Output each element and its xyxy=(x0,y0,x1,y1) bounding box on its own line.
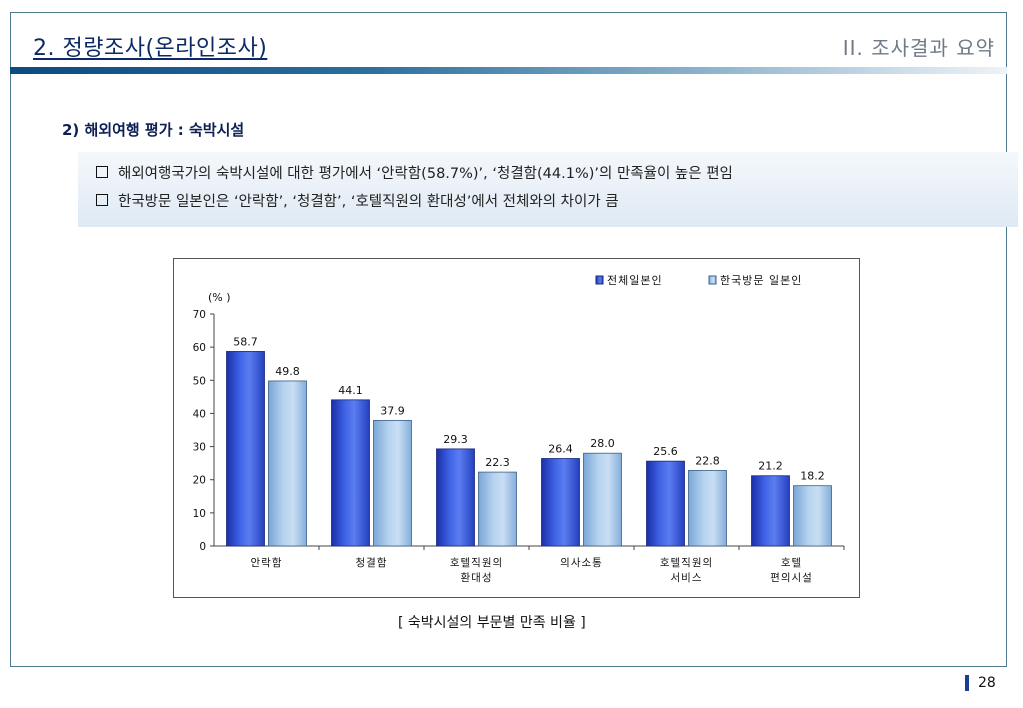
legend-swatch-series2 xyxy=(708,275,717,285)
x-tick-label: 호텔직원의 xyxy=(450,557,503,569)
x-tick-label: 서비스 xyxy=(671,572,703,584)
y-tick-label: 20 xyxy=(193,475,206,487)
x-tick-label: 청결함 xyxy=(356,557,388,569)
subheading: 2) 해외여행 평가 : 숙박시설 xyxy=(62,121,245,139)
y-tick-label: 40 xyxy=(193,408,206,420)
bar-series1 xyxy=(436,448,475,547)
x-tick-label: 편의시설 xyxy=(770,571,813,584)
y-tick-label: 30 xyxy=(193,442,206,454)
data-label: 28.0 xyxy=(590,437,615,450)
x-tick-label: 호텔직원의 xyxy=(660,557,713,569)
y-tick-label: 50 xyxy=(193,375,206,387)
data-label: 25.6 xyxy=(653,445,678,458)
y-tick-label: 60 xyxy=(193,342,206,354)
bar-series1 xyxy=(541,458,580,547)
data-label: 49.8 xyxy=(275,365,300,378)
data-label: 58.7 xyxy=(233,335,258,348)
data-label: 22.8 xyxy=(695,454,720,467)
bar-series2 xyxy=(793,485,832,547)
legend-label: 전체일본인 xyxy=(607,273,663,287)
x-tick-label: 호텔 xyxy=(781,557,802,569)
note-text: 해외여행국가의 숙박시설에 대한 평가에서 ‘안락함(58.7%)’, ‘청결함… xyxy=(118,166,733,182)
x-tick-label: 환대성 xyxy=(461,572,493,584)
note-item: 해외여행국가의 숙박시설에 대한 평가에서 ‘안락함(58.7%)’, ‘청결함… xyxy=(96,162,733,183)
bar-series2 xyxy=(478,471,517,547)
page-number: 28 xyxy=(978,675,996,691)
data-label: 18.2 xyxy=(800,470,825,483)
note-item: 한국방문 일본인은 ‘안락함’, ‘청결함’, ‘호텔직원의 환대성’에서 전체… xyxy=(96,190,619,211)
y-tick-label: 0 xyxy=(199,541,206,553)
note-text: 한국방문 일본인은 ‘안락함’, ‘청결함’, ‘호텔직원의 환대성’에서 전체… xyxy=(118,194,619,210)
data-label: 29.3 xyxy=(443,433,468,446)
x-tick-label: 의사소통 xyxy=(560,557,603,569)
title-gradient-bar xyxy=(10,67,1007,74)
chart-caption: [ 숙박시설의 부문별 만족 비율 ] xyxy=(398,615,586,631)
bar-series2 xyxy=(583,452,622,547)
bar-series2 xyxy=(688,470,727,547)
bar-series2 xyxy=(373,419,412,547)
checkbox-bullet-icon xyxy=(96,166,108,178)
page-title: 2. 정량조사(온라인조사) xyxy=(33,36,268,61)
bar-series1 xyxy=(331,399,370,547)
bar-series2 xyxy=(268,380,307,547)
slide-frame xyxy=(10,12,1007,667)
y-tick-label: 70 xyxy=(193,309,206,321)
data-label: 22.3 xyxy=(485,456,510,469)
page-number-marker xyxy=(965,675,969,691)
notes-box: 해외여행국가의 숙박시설에 대한 평가에서 ‘안락함(58.7%)’, ‘청결함… xyxy=(78,152,1018,227)
legend-swatch-series1 xyxy=(595,275,604,285)
x-tick-label: 안락함 xyxy=(251,557,283,569)
y-unit-label: (% ) xyxy=(208,291,231,304)
data-label: 26.4 xyxy=(548,443,573,456)
data-label: 44.1 xyxy=(338,384,363,397)
section-label: II. 조사결과 요약 xyxy=(842,36,995,60)
checkbox-bullet-icon xyxy=(96,194,108,206)
bar-series1 xyxy=(646,460,685,547)
bar-series1 xyxy=(226,351,265,547)
data-label: 21.2 xyxy=(758,460,783,473)
legend-label: 한국방문 일본인 xyxy=(720,273,802,287)
data-label: 37.9 xyxy=(380,404,405,417)
y-tick-label: 10 xyxy=(193,508,206,520)
bar-series1 xyxy=(751,475,790,547)
